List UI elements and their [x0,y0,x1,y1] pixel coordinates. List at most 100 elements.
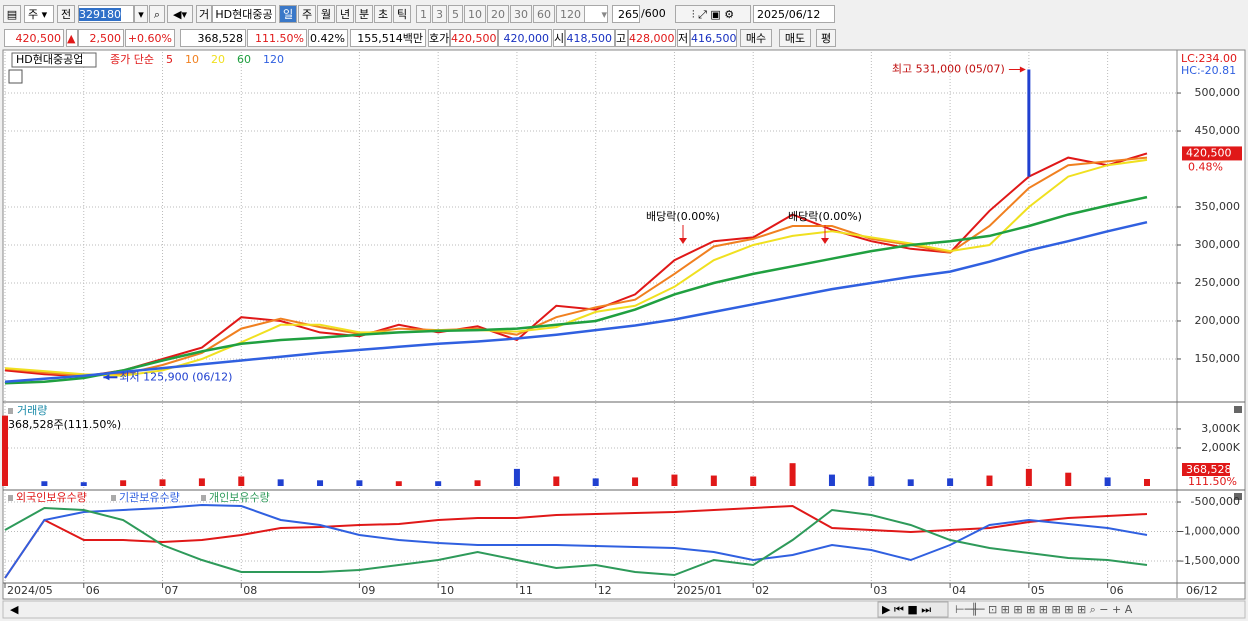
volume-bar [120,480,127,486]
quote-ask: 420,500 [450,29,498,47]
panel-close[interactable] [1234,493,1242,500]
volume-bar [513,468,520,486]
panel-title: HD현대중공업 [16,53,83,66]
period-button[interactable]: 초 [374,5,392,23]
period-button[interactable]: 일 [279,5,297,23]
date-input[interactable]: 2025/06/12 [753,5,835,23]
x-tick-label: 08 [243,584,257,597]
count-input[interactable]: 265 [612,5,640,23]
series-line [4,506,1148,577]
legend-label: 60 [237,53,251,66]
volume-bar [238,476,245,486]
quote-volume: 368,528 [180,29,246,47]
x-tick-label: 02 [755,584,769,597]
x-tick-label: 09 [361,584,375,597]
market-select[interactable]: 주 ▾ [24,5,54,23]
interval-button[interactable]: 30 [510,5,532,23]
interval-button[interactable]: 60 [533,5,555,23]
legend-label: 외국인보유수량 [16,491,87,504]
quote-change-pct: +0.60% [125,29,175,47]
nav-buttons[interactable] [877,601,949,618]
y-tick-label: 3,000K [1201,422,1240,435]
quote-volume-ratio: 111.50% [247,29,307,47]
volume-bar [553,476,560,486]
last-change-label: 0.48% [1188,160,1223,173]
period-button[interactable]: 년 [336,5,354,23]
quote-arrow: ▲ [66,29,78,47]
interval-button[interactable]: 3 [432,5,447,23]
mode-button[interactable]: 전 [57,5,75,23]
code-input[interactable]: 329180 [78,5,134,23]
hc-label: HC:-20.81 [1181,64,1236,77]
volume-bar [868,476,875,486]
volume-bar [317,480,324,486]
series-line [4,156,1148,377]
volume-bar [789,463,796,486]
low-arrowhead [103,374,110,381]
x-tick-label: 11 [519,584,533,597]
x-tick-label: 2025/01 [676,584,722,597]
legend-swatch [8,495,13,501]
x-end-label: 06/12 [1186,584,1218,597]
interval-button[interactable]: 20 [487,5,509,23]
tool-icons[interactable]: ⫶ ⤢ ▣ ⚙ [675,5,751,23]
scroll-left[interactable]: ◀ [10,603,19,616]
menu-icon[interactable]: ▤ [3,5,21,23]
legend-swatch [201,495,206,501]
period-button[interactable]: 주 [298,5,316,23]
series-line [4,152,1148,378]
type-button[interactable]: 거 [196,5,212,23]
volume-bar [1065,472,1072,486]
toolbar: ▤ 주 ▾ 전 329180 ▾ ⌕ ◀▾ 거 HD현대중공 ▾ 265 /60… [0,0,1248,28]
x-tick-label: 06 [1110,584,1124,597]
volume-bar [632,477,639,486]
stock-name: HD현대중공 [212,5,276,23]
quote-turnover: 0.42% [308,29,348,47]
interval-button[interactable]: 10 [464,5,486,23]
y-tick-label: 300,000 [1195,238,1241,251]
count-max: /600 [641,7,666,20]
volume-bar [474,480,481,486]
interval-button[interactable]: 5 [448,5,463,23]
quote-amount: 155,514백만 [350,29,426,47]
zoom-icons[interactable]: ⊢─╫─ ⊡ ⊞ ⊞ ⊞ ⊞ ⊞ ⊞ ⊞ ⌕ − + A [955,602,1133,616]
legend-label: 120 [263,53,284,66]
sound-button[interactable]: ◀▾ [167,5,193,23]
period-button[interactable]: 틱 [393,5,411,23]
trade-button[interactable]: 매수 [740,29,772,47]
panel-close[interactable] [1234,406,1242,413]
search-button[interactable]: ⌕ [149,5,165,23]
volume-bar [671,474,678,486]
period-button[interactable]: 분 [355,5,373,23]
dropdown[interactable]: ▾ [134,5,148,23]
legend-label: 5 [166,53,173,66]
last-volume-ratio: 111.50% [1188,475,1237,488]
panel-subtitle: 368,528주(111.50%) [8,418,121,431]
volume-bar [710,475,717,486]
market: 주 [28,8,39,21]
annotation: 배당락(0.00%) [788,210,862,223]
x-tick-label: 10 [440,584,454,597]
interval-button[interactable]: 120 [556,5,585,23]
quote-high: 428,000 [628,29,676,47]
y-tick-label: -1,000,000 [1180,525,1240,538]
legend-swatch [111,495,116,501]
last-volume-label: 368,528 [1186,463,1232,476]
volume-bar [2,415,8,486]
legend-label: 20 [211,53,225,66]
low-label: 최저 125,900 (06/12) [119,370,232,383]
interval-button[interactable]: 1 [416,5,431,23]
period-button[interactable]: 월 [317,5,335,23]
y-tick-label: 2,000K [1201,441,1240,454]
trade-button[interactable]: 평 [816,29,836,47]
calc-icon[interactable] [8,69,23,84]
y-tick-label: 150,000 [1195,352,1241,365]
y-tick-label: 500,000 [1195,86,1241,99]
volume-bar [435,481,442,486]
trade-button[interactable]: 매도 [779,29,811,47]
chart-frame [2,49,1246,600]
legend-prefix: 종가 단순 [110,53,154,66]
volume-bar [356,480,363,486]
x-tick-label: 04 [952,584,966,597]
